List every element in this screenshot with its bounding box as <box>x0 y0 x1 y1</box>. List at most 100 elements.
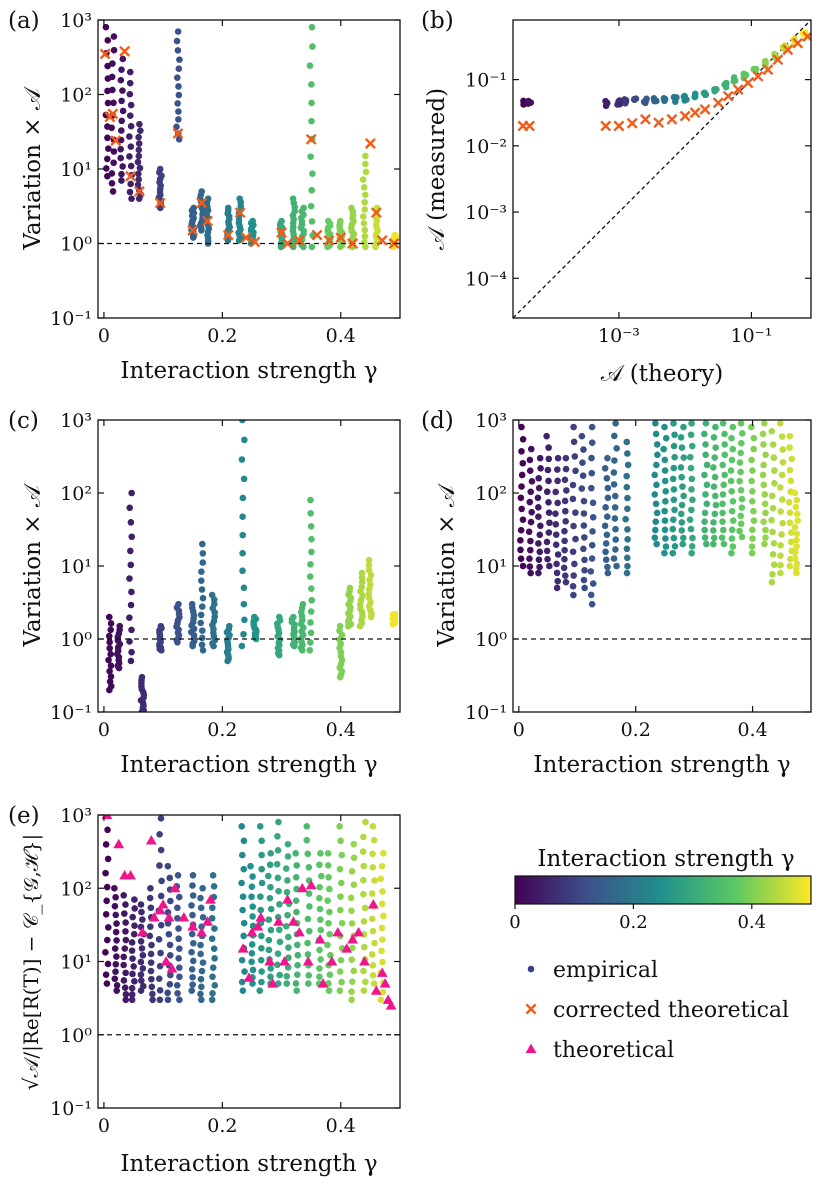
corrected-theoretical-point <box>335 232 347 244</box>
empirical-point <box>108 73 116 81</box>
empirical-point <box>326 930 334 938</box>
empirical-point <box>369 961 377 969</box>
empirical-point <box>293 862 301 869</box>
empirical-point <box>760 441 767 448</box>
empirical-point <box>348 920 356 927</box>
empirical-point <box>284 911 291 919</box>
empirical-point <box>661 549 668 557</box>
empirical-point <box>189 981 196 988</box>
ytick-label-b: 10⁻² <box>465 136 507 158</box>
corrected-theoretical-point <box>249 236 261 248</box>
empirical-point <box>777 569 784 577</box>
empirical-point <box>136 120 143 128</box>
empirical-point <box>614 101 621 108</box>
empirical-point <box>119 107 127 115</box>
empirical-point <box>126 638 133 645</box>
empirical-point <box>126 68 134 76</box>
empirical-point <box>224 204 232 212</box>
empirical-point <box>770 561 778 568</box>
empirical-point <box>110 148 118 155</box>
empirical-point <box>613 444 620 452</box>
empirical-point <box>103 936 111 944</box>
empirical-point <box>308 535 315 543</box>
empirical-point <box>786 432 794 440</box>
empirical-point <box>257 956 265 964</box>
empirical-point <box>198 568 205 576</box>
empirical-point <box>176 973 183 981</box>
empirical-point <box>570 572 577 579</box>
empirical-point <box>687 464 695 472</box>
empirical-point <box>239 494 247 502</box>
empirical-point <box>120 977 128 984</box>
empirical-point <box>173 37 181 45</box>
empirical-point <box>112 911 120 919</box>
empirical-point <box>720 481 728 489</box>
ytick-label-d: 10¹ <box>475 556 507 578</box>
empirical-point <box>360 213 367 220</box>
empirical-point <box>792 565 800 573</box>
empirical-point <box>174 904 181 912</box>
ytick-label-a: 10¹ <box>60 159 92 181</box>
ytick-label-a: 10⁰ <box>60 234 92 256</box>
empirical-point <box>118 170 125 178</box>
empirical-point <box>126 504 134 512</box>
empirical-point <box>325 874 332 881</box>
empirical-point <box>111 902 119 910</box>
empirical-point <box>118 127 125 134</box>
empirical-point <box>308 585 315 592</box>
corrected-theoretical-point <box>639 113 651 125</box>
theoretical-point <box>205 894 216 904</box>
empirical-point <box>267 905 275 913</box>
empirical-point <box>769 570 776 578</box>
empirical-point <box>678 501 686 509</box>
corrected-theoretical-point <box>772 54 784 66</box>
empirical-point <box>104 924 112 931</box>
empirical-point <box>258 879 266 887</box>
empirical-point <box>670 420 677 427</box>
empirical-point <box>308 243 316 251</box>
empirical-point <box>306 573 314 580</box>
empirical-point <box>517 555 525 563</box>
empirical-point <box>267 926 275 934</box>
empirical-point <box>240 865 248 873</box>
empirical-point <box>148 975 155 983</box>
empirical-point <box>166 980 174 988</box>
empirical-point <box>578 485 586 492</box>
theoretical-point <box>370 985 382 995</box>
empirical-point <box>702 451 709 459</box>
empirical-point <box>198 983 205 991</box>
theoretical-point <box>332 926 344 937</box>
empirical-point <box>670 534 678 542</box>
empirical-point <box>307 561 314 568</box>
empirical-point <box>679 540 687 548</box>
empirical-point <box>769 504 777 512</box>
empirical-point <box>239 567 246 575</box>
empirical-point <box>749 535 756 542</box>
empirical-point <box>712 444 719 451</box>
empirical-point <box>276 938 284 946</box>
empirical-point <box>787 477 795 485</box>
empirical-point <box>750 517 758 524</box>
empirical-point <box>126 614 133 621</box>
empirical-point <box>622 515 629 523</box>
empirical-point <box>624 535 631 543</box>
legend-label: corrected theoretical <box>553 998 789 1023</box>
empirical-point <box>779 446 786 453</box>
empirical-point <box>240 584 248 592</box>
empirical-point <box>208 591 216 599</box>
empirical-point <box>110 159 117 167</box>
empirical-point <box>701 430 708 438</box>
empirical-point <box>669 525 677 533</box>
empirical-point <box>239 987 247 994</box>
empirical-point <box>147 967 155 975</box>
empirical-point <box>126 90 134 98</box>
empirical-point <box>248 958 255 966</box>
empirical-point <box>370 836 378 844</box>
empirical-point <box>104 960 112 968</box>
corrected-theoretical-point <box>782 44 794 56</box>
empirical-point <box>526 563 534 570</box>
empirical-point <box>518 423 525 431</box>
empirical-point <box>104 134 111 142</box>
empirical-point <box>249 873 256 880</box>
corrected-theoretical-point <box>125 170 137 182</box>
